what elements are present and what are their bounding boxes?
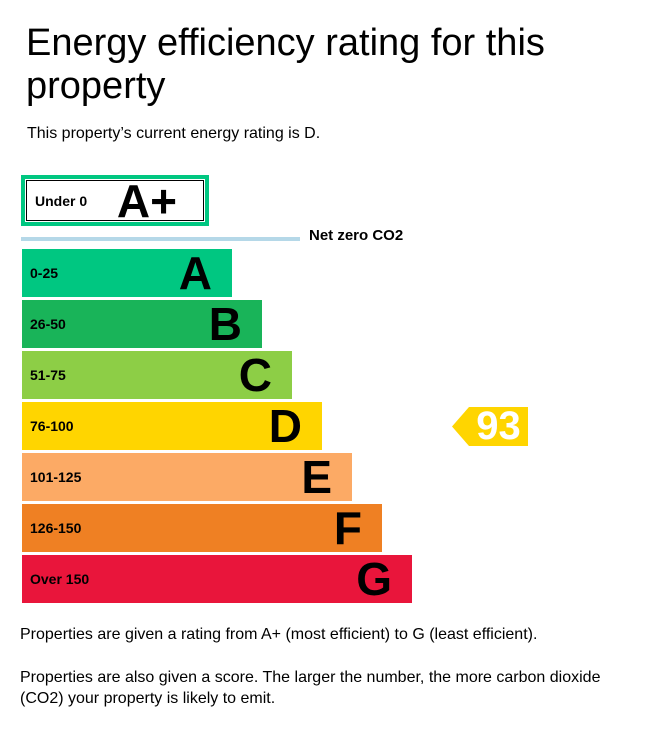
band-range-label: 0-25: [30, 265, 59, 281]
energy-rating-chart: Under 0 A+ Net zero CO2 0-25 A 26-50 B 5…: [21, 175, 641, 605]
band-range-label: Under 0: [35, 192, 88, 209]
net-zero-label: Net zero CO2: [309, 227, 404, 244]
rating-band-a-plus: Under 0 A+: [21, 175, 209, 226]
band-range-label: 76-100: [30, 418, 74, 434]
net-zero-line: [21, 237, 300, 241]
score-meaning-note: Properties are also given a score. The l…: [20, 669, 601, 707]
band-range-label: 26-50: [30, 316, 66, 332]
rating-band-e: 101-125 E: [22, 453, 352, 501]
rating-band-a: 0-25 A: [22, 249, 232, 297]
rating-band-c: 51-75 C: [22, 351, 292, 399]
current-score-value: 93: [476, 403, 521, 448]
band-range-label: 126-150: [30, 520, 82, 536]
current-score-pointer: 93: [452, 407, 528, 446]
page-title: Energy efficiency rating for this proper…: [26, 22, 545, 107]
band-range-label: 101-125: [30, 469, 82, 485]
band-range-label: Over 150: [30, 571, 90, 587]
band-letter: A+: [116, 174, 177, 227]
rating-band-a-plus-inner: Under 0 A+: [26, 174, 204, 227]
rating-band-b: 26-50 B: [22, 300, 262, 348]
band-letter: C: [238, 349, 272, 401]
band-letter: B: [208, 298, 242, 350]
band-letter: G: [356, 553, 392, 605]
band-letter: A: [178, 247, 212, 299]
band-letter: D: [268, 400, 302, 452]
rating-band-f: 126-150 F: [22, 504, 382, 552]
rating-scale-note: Properties are given a rating from A+ (m…: [20, 626, 538, 643]
band-letter: F: [333, 502, 362, 554]
band-range-label: 51-75: [30, 367, 66, 383]
rating-band-d: 76-100 D: [22, 402, 322, 450]
rating-band-g: Over 150 G: [22, 555, 412, 603]
current-rating-text: This property’s current energy rating is…: [27, 125, 321, 142]
band-letter: E: [301, 451, 332, 503]
